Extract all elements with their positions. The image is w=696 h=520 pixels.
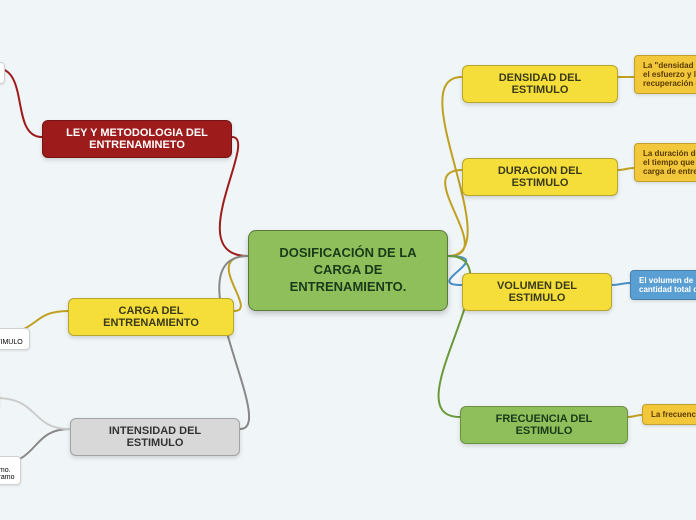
node-carga[interactable]: CARGA DEL ENTRENAMIENTO	[68, 298, 234, 336]
node-ley[interactable]: LEY Y METODOLOGIA DEL ENTRENAMINETO	[42, 120, 232, 158]
tiny-fragment-3: n tramo. n un tramo	[0, 456, 21, 485]
node-duracion[interactable]: DURACION DEL ESTIMULO	[462, 158, 618, 196]
tiny-fragment-2: ESTIMULO	[0, 328, 30, 350]
desc-frecuencia: La frecuencia del estímulo indica los dí…	[642, 404, 696, 425]
node-frecuencia[interactable]: FRECUENCIA DEL ESTIMULO	[460, 406, 628, 444]
desc-volumen-text: El volumen de la carga se define como la…	[639, 276, 696, 294]
node-intensidad-label: INTENSIDAD DEL ESTIMULO	[109, 425, 201, 449]
desc-volumen: El volumen de la carga se define como la…	[630, 270, 696, 300]
node-frecuencia-label: FRECUENCIA DEL ESTIMULO	[496, 413, 593, 437]
center-node[interactable]: DOSIFICACIÓN DE LA CARGA DE ENTRENAMIENT…	[248, 230, 448, 311]
node-densidad[interactable]: DENSIDAD DEL ESTIMULO	[462, 65, 618, 103]
desc-frecuencia-text: La frecuencia del estímulo indica los dí…	[651, 410, 696, 419]
desc-densidad: La "densidad del estímulo" es la relació…	[634, 55, 696, 94]
node-volumen[interactable]: VOLUMEN DEL ESTIMULO	[462, 273, 612, 311]
node-ley-label: LEY Y METODOLOGIA DEL ENTRENAMINETO	[66, 127, 208, 151]
node-duracion-label: DURACION DEL ESTIMULO	[498, 165, 582, 189]
center-label: DOSIFICACIÓN DE LA CARGA DE ENTRENAMIENT…	[279, 245, 416, 294]
tiny2-text: ESTIMULO	[0, 339, 23, 346]
desc-densidad-text: La "densidad del estímulo" es la relació…	[643, 61, 696, 88]
node-carga-label: CARGA DEL ENTRENAMIENTO	[103, 305, 199, 329]
desc-duracion: La duración del estímulo está relacionad…	[634, 143, 696, 182]
node-intensidad[interactable]: INTENSIDAD DEL ESTIMULO	[70, 418, 240, 456]
desc-duracion-text: La duración del estímulo está relacionad…	[643, 149, 696, 176]
node-densidad-label: DENSIDAD DEL ESTIMULO	[499, 72, 582, 96]
tiny3-text: n tramo. n un tramo	[0, 467, 14, 481]
tiny-fragment-1: vo	[0, 62, 5, 84]
node-volumen-label: VOLUMEN DEL ESTIMULO	[497, 280, 577, 304]
